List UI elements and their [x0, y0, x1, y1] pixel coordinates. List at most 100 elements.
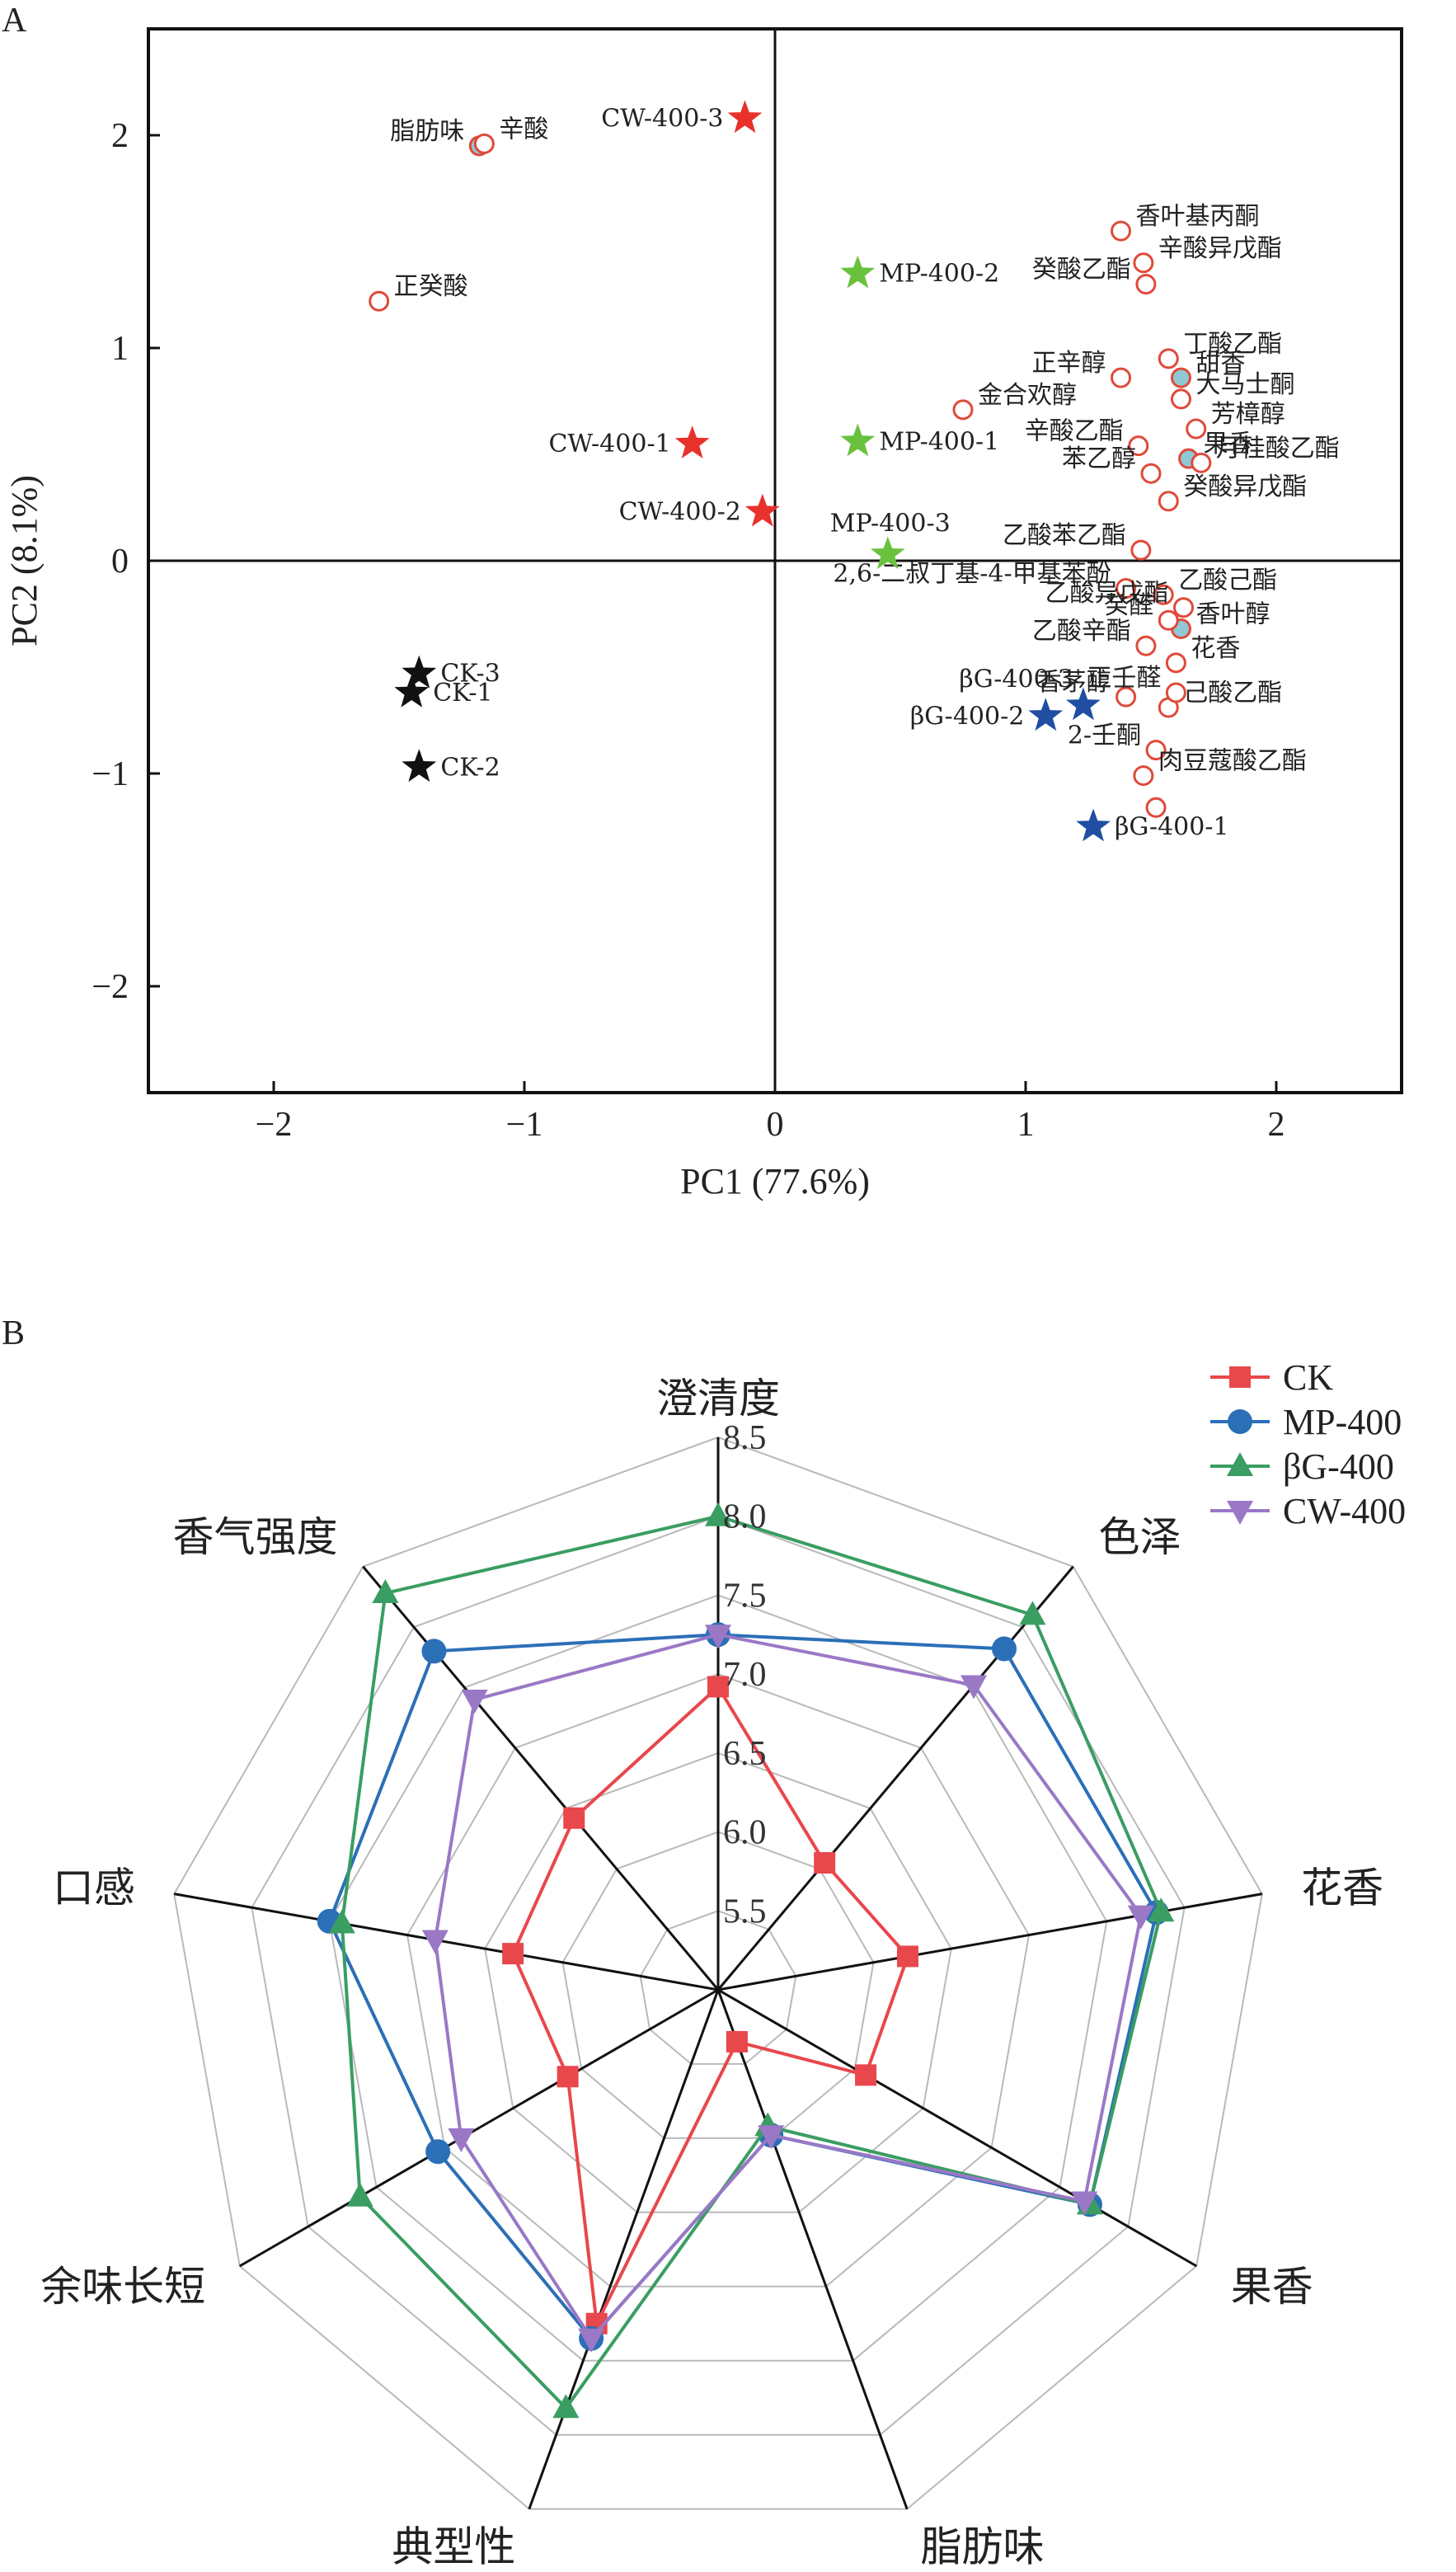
- series-point: [448, 2128, 475, 2152]
- variable-label: 丁酸乙酯: [1183, 330, 1282, 359]
- variable-marker: [1173, 597, 1195, 618]
- radar-spoke: [716, 1565, 1074, 1991]
- series-point: [1019, 1601, 1046, 1625]
- sample-label: CW-400-2: [619, 498, 741, 527]
- variable-label: 乙酸辛酯: [1032, 617, 1131, 646]
- series-point: [1127, 1905, 1154, 1930]
- radar-tick-label: 5.5: [723, 1893, 767, 1930]
- series-line: [433, 1633, 1143, 2341]
- sample-star: [402, 749, 437, 783]
- variable-marker: [1170, 388, 1191, 410]
- series-point: [578, 2328, 605, 2353]
- series-point: [705, 1502, 731, 1526]
- radar-spoke: [239, 1988, 719, 2268]
- variable-marker: [1158, 348, 1179, 369]
- series-point: [991, 1636, 1017, 1662]
- variable-marker: [1115, 686, 1137, 708]
- sample-star: [1028, 698, 1064, 731]
- sample-star: [744, 493, 780, 527]
- x-axis-title: PC1 (77.6%): [680, 1161, 870, 1201]
- variable-marker: [1186, 418, 1207, 440]
- x-tick-label: 1: [1017, 1106, 1035, 1144]
- tick-marks: −2 −1 0 1 2 −2 −1 0 1 2: [92, 117, 1285, 1144]
- radar-tick-label: 6.5: [723, 1735, 767, 1773]
- variable-marker: [1191, 452, 1212, 473]
- variable-label: 香叶醇: [1195, 600, 1270, 629]
- variable-label: 果香: [1204, 430, 1253, 458]
- series-point: [960, 1675, 988, 1700]
- variable-label: 乙酸苯乙酯: [1003, 521, 1126, 550]
- variable-label: 甜香: [1195, 349, 1245, 378]
- series-point: [421, 1639, 447, 1664]
- sample-label: MP-400-1: [879, 428, 999, 457]
- sample-points: CW-400-3 CW-400-1 CW-400-2 MP-400-2 MP-400-1…: [394, 100, 1229, 842]
- variable-marker: [1111, 220, 1132, 242]
- legend-marker: [1229, 1366, 1251, 1388]
- variable-marker: [1135, 274, 1157, 295]
- radar-tick-label: 7.5: [723, 1577, 767, 1615]
- variable-marker: [1111, 367, 1132, 388]
- sample-star: [870, 536, 905, 570]
- variable-marker: [473, 133, 495, 154]
- variable-label: 己酸乙酯: [1183, 679, 1282, 708]
- series-line: [511, 1684, 910, 2330]
- sample-label: MP-400-3: [830, 509, 951, 538]
- variable-label: 金合欢醇: [978, 381, 1077, 410]
- variable-label: 月桂酸乙酯: [1216, 434, 1340, 463]
- variable-label: 正壬醛: [1087, 664, 1161, 693]
- radar-grid-ring: [328, 1594, 1108, 2362]
- series-line: [340, 1514, 1163, 2411]
- radar-grid-ring: [406, 1673, 1031, 2288]
- legend-marker: [1227, 1452, 1253, 1476]
- y-tick-label: 0: [111, 543, 129, 581]
- radar-grid-ring: [173, 1436, 1263, 2510]
- sample-star: [840, 255, 876, 289]
- legend-marker: [1228, 1409, 1252, 1434]
- axes-lines: [148, 29, 1402, 1093]
- variable-label: 肉豆蔻酸乙酯: [1158, 747, 1307, 776]
- y-tick-label: −1: [92, 755, 129, 793]
- series-point: [563, 1807, 585, 1829]
- y-tick-label: −2: [92, 968, 129, 1006]
- variable-marker: [1165, 682, 1186, 703]
- sample-star: [727, 100, 763, 134]
- sample-star: [840, 423, 876, 457]
- x-tick-label: −1: [506, 1106, 543, 1144]
- variable-marker: [1145, 797, 1167, 818]
- radar-grid-ring: [251, 1515, 1186, 2436]
- variable-label: 乙酸己酯: [1178, 566, 1277, 595]
- radar-series: [317, 1502, 1175, 2419]
- variable-label: 大马士酮: [1195, 370, 1294, 399]
- radar-spoke: [717, 1893, 1263, 1991]
- radar-tick-labels: 5.5 6.0 6.5 7.0 7.5 8.0 8.5: [723, 1419, 767, 1930]
- series-point: [758, 2125, 785, 2150]
- variable-label: 乙酸异戊酯: [1045, 579, 1169, 608]
- legend-marker: [1227, 1501, 1253, 1525]
- sample-star: [1066, 687, 1101, 721]
- series-point: [896, 1945, 918, 1968]
- series-point: [425, 2139, 451, 2165]
- variable-marker: [1170, 367, 1191, 388]
- variable-label: 香茅醇: [1037, 668, 1111, 697]
- variable-label: 辛酸乙酯: [1025, 417, 1124, 446]
- radar-tick-label: 8.0: [723, 1498, 767, 1536]
- legend-label: CK: [1283, 1357, 1333, 1398]
- variable-marker: [952, 399, 974, 421]
- variable-marker: [1153, 584, 1174, 605]
- radar-axis-label: 余味长短: [40, 2263, 205, 2311]
- series-point: [726, 2030, 748, 2052]
- radar-axis-label: 香气强度: [172, 1513, 337, 1561]
- radar-grid-ring: [561, 1831, 875, 2139]
- series-point: [372, 1579, 399, 1604]
- x-tick-label: −2: [256, 1106, 293, 1144]
- variable-label: 癸醛: [1104, 591, 1153, 620]
- radar-grid-ring: [484, 1751, 952, 2213]
- series-point: [814, 1852, 836, 1874]
- series-point: [1071, 2191, 1098, 2216]
- radar-grid-ring: [639, 1910, 797, 2065]
- y-tick-label: 1: [111, 330, 129, 368]
- variable-marker: [1115, 578, 1137, 600]
